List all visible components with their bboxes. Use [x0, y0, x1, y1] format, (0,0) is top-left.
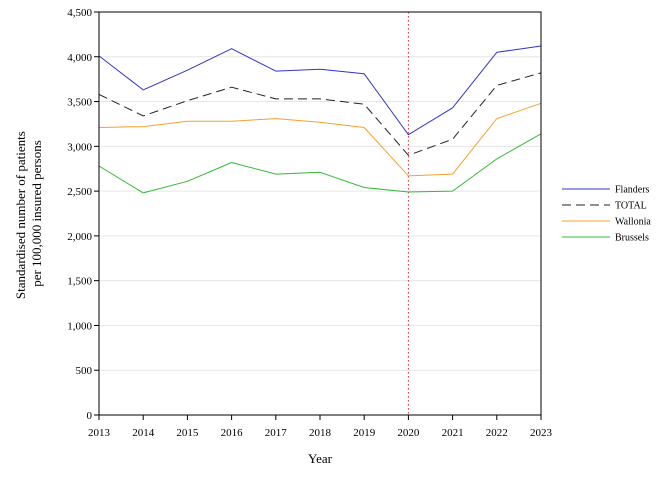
- y-tick-label: 3,000: [67, 141, 92, 153]
- gridlines: [99, 56, 541, 371]
- y-axis: 0 500 1,000 1,500 2,000 2,500 3,000 3,500 4,000 4…: [67, 7, 99, 422]
- y-tick-label: 1,000: [67, 320, 92, 332]
- series-line-brussels: [98, 133, 542, 194]
- x-tick-label: 2014: [132, 427, 155, 439]
- plot-frame: [98, 11, 542, 416]
- x-tick-label: 2020: [397, 427, 420, 439]
- y-tick-label: 0: [87, 410, 93, 422]
- legend-label: TOTAL: [615, 201, 647, 212]
- series-line-wallonia: [98, 102, 542, 177]
- x-tick-label: 2018: [309, 427, 332, 439]
- y-axis-title-line-2: per 100,000 insured persons: [29, 140, 44, 287]
- x-tick-label: 2021: [442, 427, 464, 439]
- x-tick-label: 2023: [530, 427, 553, 439]
- legend-label: Brussels: [615, 233, 649, 244]
- series-lines: [98, 45, 542, 194]
- x-tick-label: 2013: [88, 427, 111, 439]
- x-tick-label: 2016: [221, 427, 244, 439]
- y-tick-label: 3,500: [67, 97, 92, 109]
- y-axis-title: Standardised number of patients per 100,…: [13, 128, 44, 299]
- legend-label: Wallonia: [615, 217, 651, 228]
- y-tick-label: 4,000: [67, 52, 92, 64]
- x-tick-label: 2017: [265, 427, 288, 439]
- x-tick-label: 2022: [486, 427, 508, 439]
- y-tick-label: 2,500: [67, 186, 92, 198]
- x-axis: 2013 2014 2015 2016 2017 2018 2019 2020 2021 2022…: [88, 415, 553, 439]
- x-axis-title: Year: [308, 451, 333, 466]
- y-tick-label: 4,500: [67, 7, 92, 19]
- series-line-total: [98, 72, 542, 156]
- series-line-flanders: [98, 45, 542, 136]
- y-tick-label: 1,500: [67, 276, 92, 288]
- legend-label: Flanders: [615, 185, 650, 196]
- y-tick-label: 500: [76, 365, 93, 377]
- legend: Flanders TOTAL Wallonia Brussels: [562, 185, 651, 244]
- x-tick-label: 2019: [353, 427, 376, 439]
- y-tick-label: 2,000: [67, 231, 92, 243]
- x-tick-label: 2015: [176, 427, 199, 439]
- y-axis-title-line-1: Standardised number of patients: [13, 131, 28, 299]
